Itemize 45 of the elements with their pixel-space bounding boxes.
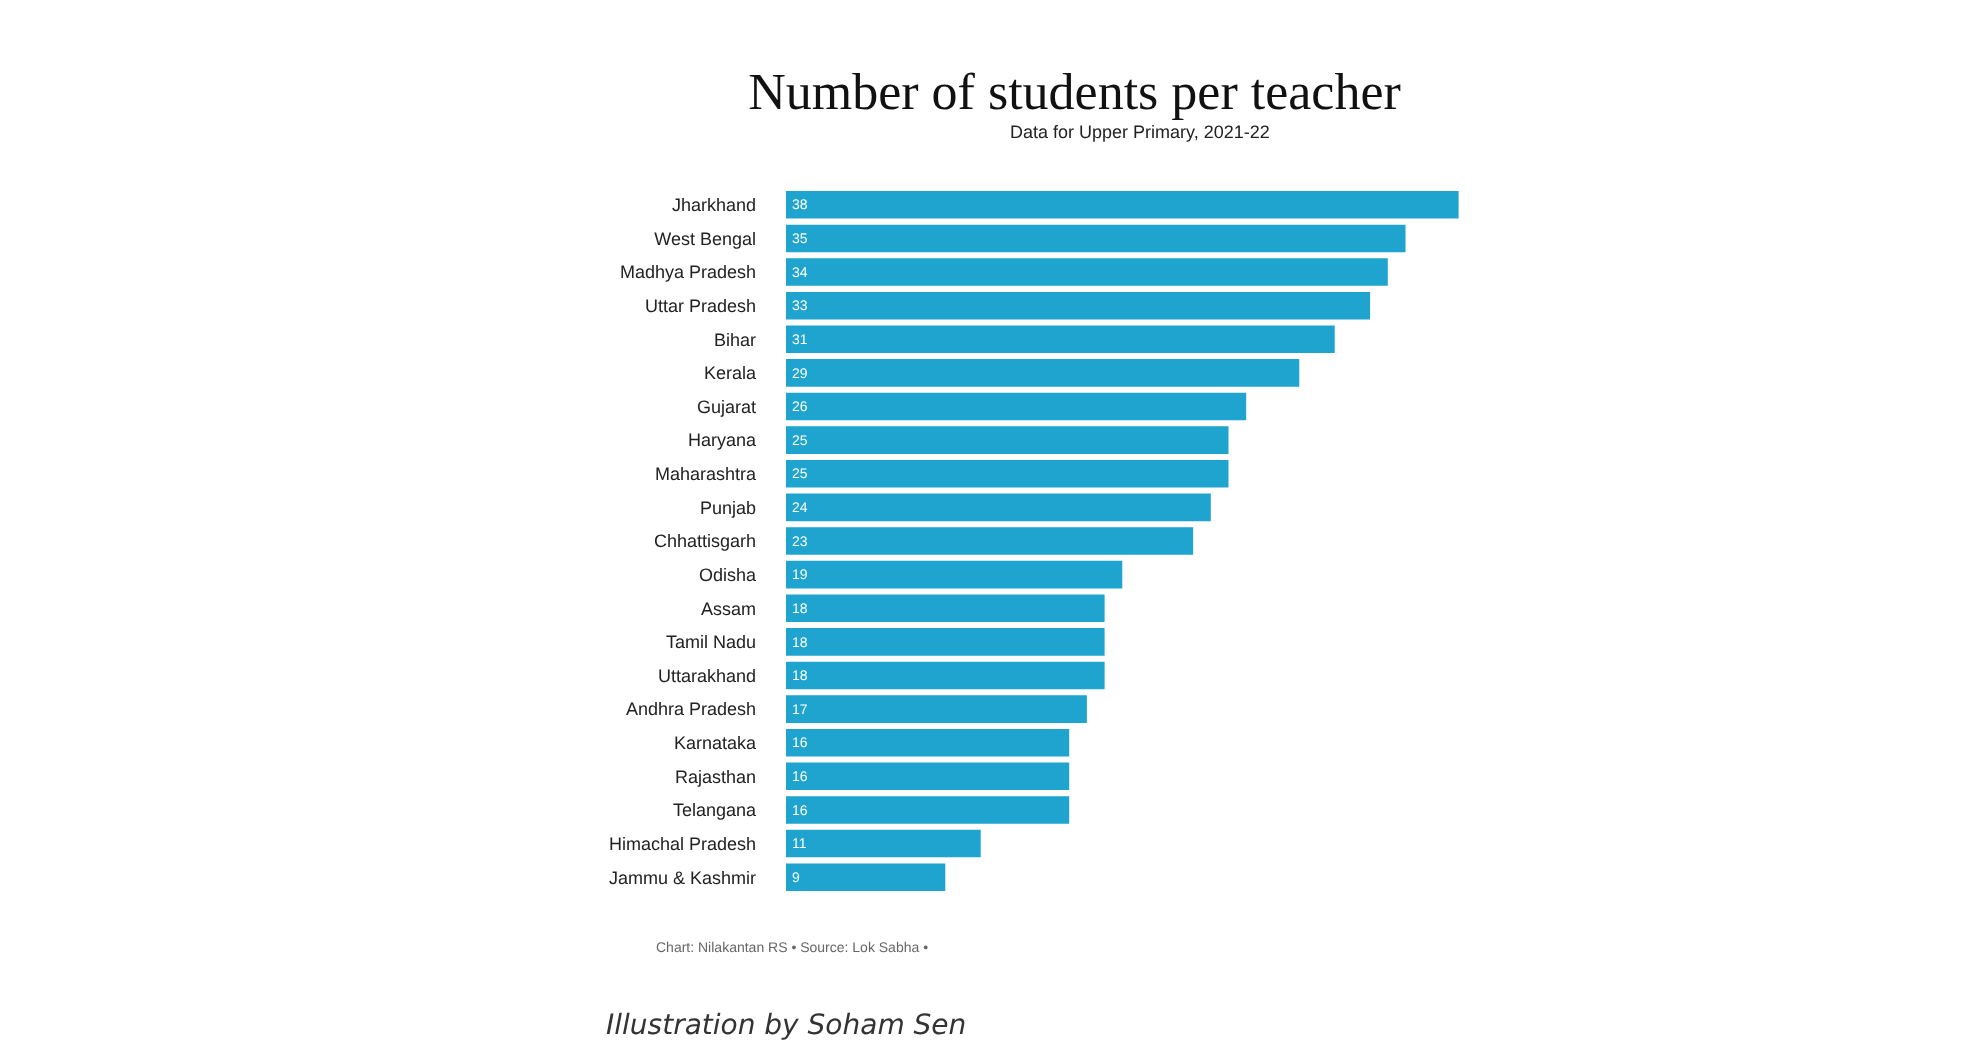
bar <box>786 560 1123 589</box>
y-tick-label: Telangana <box>672 800 756 821</box>
bar <box>786 863 946 891</box>
bar <box>786 426 1229 454</box>
y-tick-label: Gujarat <box>696 396 757 417</box>
y-tick-label: Punjab <box>699 497 756 518</box>
y-tick-label: Madhya Pradesh <box>619 262 756 283</box>
bar <box>786 459 1229 488</box>
y-tick-label: Uttarakhand <box>657 665 756 686</box>
bar <box>786 728 1070 757</box>
y-tick-label: Odisha <box>698 564 756 585</box>
y-tick-label: Assam <box>700 598 756 619</box>
bar <box>786 224 1406 253</box>
bar <box>786 661 1105 690</box>
y-tick-label: Chhattisgarh <box>653 531 756 552</box>
y-tick-label: Jharkhand <box>671 195 756 216</box>
bar <box>786 325 1335 354</box>
y-tick-label: Bihar <box>713 329 756 350</box>
bar <box>786 628 1105 656</box>
bar <box>786 796 1070 824</box>
bar <box>786 191 1459 219</box>
y-tick-label: Andhra Pradesh <box>625 699 756 720</box>
bar <box>786 359 1300 387</box>
bar <box>786 493 1211 522</box>
bar <box>786 594 1105 623</box>
y-tick-label: Karnataka <box>673 733 756 754</box>
y-tick-label: Jammu & Kashmir <box>608 867 756 888</box>
text: Illustration by Soham Sen <box>606 1010 967 1042</box>
bar <box>786 258 1388 286</box>
y-tick-label: Kerala <box>703 363 756 384</box>
y-tick-label: Tamil Nadu <box>665 632 756 653</box>
bar <box>786 291 1371 320</box>
y-tick-label: Haryana <box>687 430 756 451</box>
y-tick-label: Uttar Pradesh <box>644 295 756 316</box>
bar <box>786 829 981 858</box>
y-tick-label: Himachal Pradesh <box>608 833 756 854</box>
bar <box>786 762 1070 791</box>
y-tick-label: Maharashtra <box>654 464 756 485</box>
bar <box>786 527 1194 555</box>
y-tick-label: Rajasthan <box>674 766 756 787</box>
chart-title: Number of students per teacher <box>748 63 1402 122</box>
chart-subtitle: Data for Upper Primary, 2021-22 <box>1010 122 1270 142</box>
bar <box>786 695 1087 723</box>
bar <box>786 392 1247 421</box>
y-tick-label: West Bengal <box>654 228 756 249</box>
